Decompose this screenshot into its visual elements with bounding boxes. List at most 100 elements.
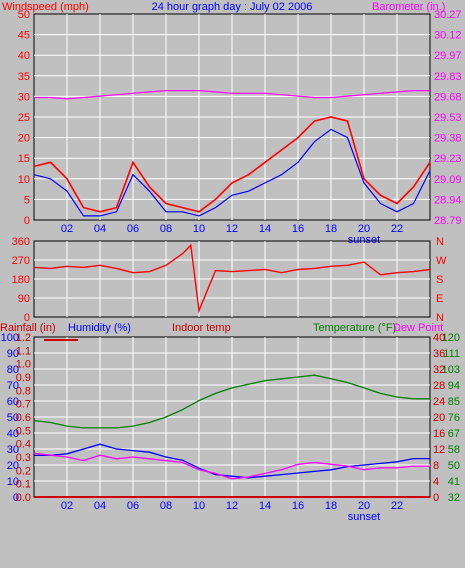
- legend-indoor-temp: Indoor temp: [172, 322, 231, 334]
- legend-dewpoint: Dew Point: [393, 322, 443, 334]
- indoor-y-tick-label: 40: [433, 332, 445, 344]
- humidity-y-tick-label: 40: [7, 428, 19, 440]
- x-tick-label: 04: [94, 223, 106, 235]
- x-tick-label: 04: [94, 500, 106, 512]
- wind-y-tick-label: 40: [18, 50, 30, 62]
- wind-y-tick-label: 20: [18, 133, 30, 145]
- rainfall-y-tick-label: 0.9: [16, 372, 31, 384]
- x-tick-label: 10: [193, 500, 205, 512]
- temperature-y-tick-label: 120: [442, 332, 460, 344]
- humidity-y-tick-label: 10: [7, 476, 19, 488]
- x-tick-label: 08: [160, 223, 172, 235]
- barometer-axis-title: Barometer (in.): [372, 1, 445, 13]
- humidity-y-tick-label: 100: [1, 332, 19, 344]
- data-series: [33, 89, 431, 498]
- x-tick-label: 14: [259, 223, 271, 235]
- x-tick-label: 02: [61, 223, 73, 235]
- temperature-y-tick-label: 111: [443, 348, 460, 360]
- humidity-y-tick-label: 90: [7, 348, 19, 360]
- x-tick-label: 22: [391, 223, 403, 235]
- rainfall-y-tick-label: 1.1: [16, 345, 31, 357]
- legend-rainfall: Rainfall (in): [0, 322, 56, 334]
- x-tick-label: 20: [358, 223, 370, 235]
- direction-y-tick-label: 360: [12, 236, 30, 248]
- indoor-y-tick-label: 36: [433, 348, 445, 360]
- humidity-y-tick-label: 60: [7, 396, 19, 408]
- indoor-y-tick-label: 0: [433, 492, 439, 504]
- x-tick-label: 14: [259, 500, 271, 512]
- legend-temperature: Temperature (°F): [313, 322, 396, 334]
- wind-y-tick-label: 30: [18, 91, 30, 103]
- barometer-y-tick-label: 28.79: [434, 215, 462, 227]
- chart-title: 24 hour graph day : July 02 2006: [152, 1, 313, 13]
- x-tick-label: 16: [292, 500, 304, 512]
- x-tick-label: 06: [127, 500, 139, 512]
- sunset-label: sunset: [348, 234, 380, 246]
- temperature-y-tick-label: 103: [442, 364, 460, 376]
- indoor-y-tick-label: 16: [433, 428, 445, 440]
- wind-direction-line: [33, 243, 431, 314]
- x-tick-label: 10: [193, 223, 205, 235]
- windspeed-line: [33, 116, 431, 213]
- humidity-y-tick-label: 70: [7, 380, 19, 392]
- humidity-y-tick-label: 50: [7, 412, 19, 424]
- x-tick-label: 06: [127, 223, 139, 235]
- temperature-y-tick-label: 76: [448, 412, 460, 424]
- wind-y-tick-label: 5: [24, 194, 30, 206]
- temperature-line: [33, 374, 430, 429]
- barometer-y-tick-label: 29.23: [434, 153, 462, 165]
- wind-y-tick-label: 35: [18, 71, 30, 83]
- direction-y-tick-label: 90: [18, 293, 30, 305]
- barometer-y-tick-label: 30.27: [434, 9, 462, 21]
- x-tick-label: 16: [292, 223, 304, 235]
- direction-y-tick-label: 270: [12, 255, 30, 267]
- barometer-y-tick-label: 29.09: [434, 174, 462, 186]
- wind-average-line: [33, 128, 431, 217]
- temperature-y-tick-label: 94: [448, 380, 460, 392]
- wind-y-tick-label: 50: [18, 9, 30, 21]
- rainfall-y-tick-label: 0.4: [16, 439, 31, 451]
- compass-tick-label: N: [436, 312, 444, 324]
- x-tick-label: 18: [325, 500, 337, 512]
- compass-tick-label: E: [436, 293, 443, 305]
- rainfall-y-tick-label: 0.2: [16, 465, 31, 477]
- barometer-line: [34, 89, 430, 100]
- temperature-y-tick-label: 67: [448, 428, 460, 440]
- humidity-y-tick-label: 20: [7, 460, 19, 472]
- wind-y-tick-label: 0: [24, 215, 30, 227]
- axis-labels: 0 28.79 5 28.94 10 29.09 15 29.23 20 29.38 25 29.53…: [1, 9, 462, 523]
- rainfall-y-tick-label: 1.2: [16, 332, 31, 344]
- grid-lines: [34, 14, 430, 497]
- indoor-y-tick-label: 4: [433, 476, 439, 488]
- barometer-y-tick-label: 28.94: [434, 194, 462, 206]
- x-tick-label: 22: [391, 500, 403, 512]
- rainfall-y-tick-label: 0.1: [16, 479, 31, 491]
- rainfall-y-tick-label: 0.6: [16, 412, 31, 424]
- x-tick-label: 12: [226, 223, 238, 235]
- indoor-y-tick-label: 24: [433, 396, 445, 408]
- x-tick-label: 02: [61, 500, 73, 512]
- indoor-y-tick-label: 28: [433, 380, 445, 392]
- temperature-y-tick-label: 50: [448, 460, 460, 472]
- barometer-y-tick-label: 30.12: [434, 30, 462, 42]
- indoor-y-tick-label: 12: [433, 444, 445, 456]
- sunset-label: sunset: [348, 511, 380, 523]
- rainfall-y-tick-label: 1.0: [16, 359, 31, 371]
- wind-y-tick-label: 45: [18, 30, 30, 42]
- barometer-y-tick-label: 29.97: [434, 50, 462, 62]
- temperature-y-tick-label: 41: [448, 476, 460, 488]
- rainfall-y-tick-label: 0.8: [16, 385, 31, 397]
- windspeed-axis-title: Windspeed (mph): [2, 1, 89, 13]
- temperature-y-tick-label: 85: [448, 396, 460, 408]
- rainfall-y-tick-label: 0.5: [16, 425, 31, 437]
- wind-y-tick-label: 15: [18, 153, 30, 165]
- x-tick-label: 20: [358, 500, 370, 512]
- compass-tick-label: W: [436, 255, 447, 267]
- legend-humidity: Humidity (%): [68, 322, 131, 334]
- indoor-y-tick-label: 8: [433, 460, 439, 472]
- x-tick-label: 12: [226, 500, 238, 512]
- barometer-y-tick-label: 29.38: [434, 133, 462, 145]
- barometer-y-tick-label: 29.83: [434, 71, 462, 83]
- barometer-y-tick-label: 29.53: [434, 112, 462, 124]
